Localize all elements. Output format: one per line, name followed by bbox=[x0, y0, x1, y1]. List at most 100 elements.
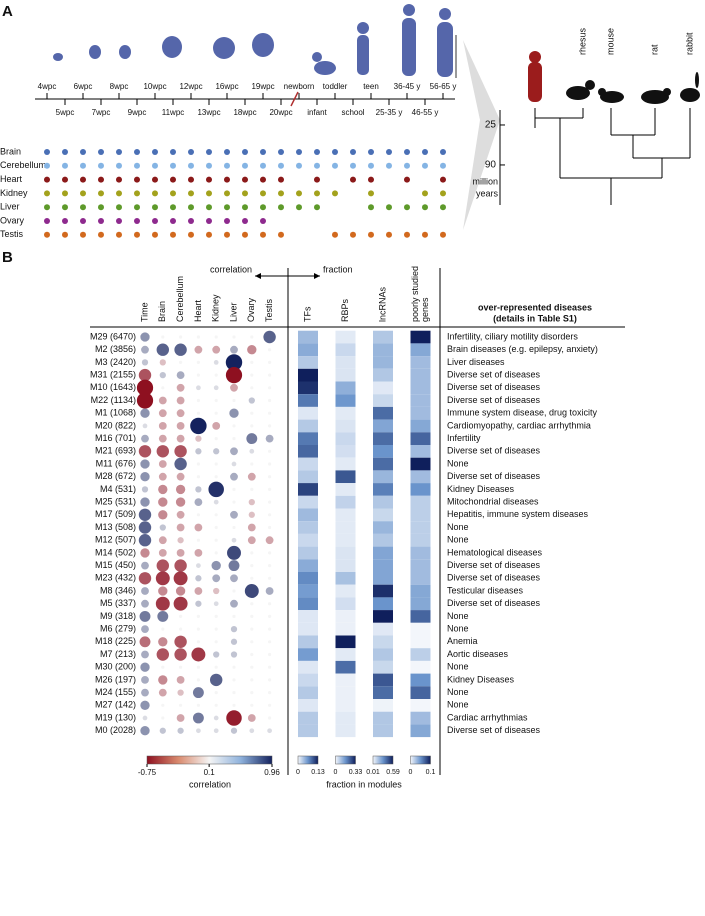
tissue-label: Brain bbox=[0, 146, 21, 156]
sample-dot bbox=[278, 204, 284, 211]
sample-dot bbox=[98, 190, 104, 197]
species-label: rabbit bbox=[684, 32, 694, 55]
correlation-bubble bbox=[192, 712, 204, 724]
fraction-cell bbox=[410, 508, 431, 522]
stage-label: 8wpc bbox=[110, 82, 129, 91]
fraction-cell bbox=[410, 622, 431, 636]
correlation-bubble bbox=[196, 360, 200, 364]
fraction-cell bbox=[298, 610, 318, 623]
correlation-bubble bbox=[158, 586, 168, 596]
fraction-legend-tick: 0.01 bbox=[366, 769, 380, 776]
correlation-bubble bbox=[212, 574, 221, 583]
correlation-bubble bbox=[214, 462, 218, 466]
correlation-bubble bbox=[225, 366, 243, 384]
correlation-bubble bbox=[232, 665, 236, 669]
correlation-bubble bbox=[140, 459, 150, 469]
correlation-bubble bbox=[196, 335, 200, 339]
correlation-bubble bbox=[177, 537, 184, 544]
fraction-cell bbox=[335, 686, 356, 699]
module-label: M23 (432) bbox=[95, 573, 136, 583]
correlation-bubble bbox=[213, 715, 219, 721]
correlation-bubble bbox=[230, 510, 238, 519]
fraction-legend-tick: 0 bbox=[334, 769, 338, 776]
disease-label: None bbox=[447, 611, 469, 621]
sample-dot bbox=[242, 190, 248, 197]
correlation-bubble bbox=[158, 484, 168, 495]
correlation-bubble bbox=[250, 386, 254, 390]
correlation-bubble bbox=[179, 703, 183, 707]
fraction-cell bbox=[298, 559, 318, 572]
sample-dot bbox=[368, 149, 374, 155]
correlation-bubble bbox=[247, 523, 256, 532]
fraction-cell bbox=[373, 356, 393, 369]
arrow-head bbox=[314, 273, 320, 279]
disease-label: Hepatitis, immune system diseases bbox=[447, 509, 589, 519]
fraction-cell bbox=[410, 635, 431, 649]
sample-dot bbox=[206, 231, 212, 238]
correlation-bubble bbox=[156, 343, 170, 356]
colorbar-label: correlation bbox=[189, 779, 231, 789]
sample-dot bbox=[422, 190, 428, 197]
sample-dot bbox=[188, 149, 194, 155]
correlation-bubble bbox=[213, 728, 219, 734]
correlation-bubble bbox=[158, 548, 167, 557]
correlation-bubble bbox=[232, 589, 236, 593]
sample-dot bbox=[152, 162, 158, 169]
fraction-cell bbox=[335, 368, 356, 382]
sample-dot bbox=[170, 176, 176, 183]
fraction-cell bbox=[373, 533, 393, 547]
sample-dot bbox=[80, 149, 86, 155]
stage-label: 56-65 y bbox=[430, 82, 457, 91]
sample-dot bbox=[80, 190, 86, 197]
fraction-cell bbox=[410, 610, 431, 623]
tissue-label: Ovary bbox=[0, 215, 25, 225]
fraction-cell bbox=[410, 559, 431, 572]
fraction-cell bbox=[410, 368, 431, 382]
panel-label: A bbox=[2, 3, 13, 20]
sample-dot bbox=[152, 204, 158, 211]
correlation-bubble bbox=[138, 521, 152, 534]
sample-dot bbox=[188, 231, 194, 238]
disease-label: Diverse set of diseases bbox=[447, 369, 541, 379]
column-header: poorly studied bbox=[410, 266, 420, 322]
sample-dot bbox=[44, 204, 50, 211]
correlation-bubble bbox=[213, 448, 220, 455]
correlation-bubble bbox=[250, 424, 254, 428]
module-label: M14 (502) bbox=[95, 547, 136, 557]
disease-label: Infertility bbox=[447, 433, 481, 443]
sample-dot bbox=[80, 231, 86, 238]
fraction-cell bbox=[373, 597, 393, 611]
correlation-bubble bbox=[196, 538, 200, 542]
fraction-cell bbox=[298, 368, 318, 382]
disease-label: None bbox=[447, 700, 469, 710]
sample-dot bbox=[116, 218, 122, 224]
module-label: M4 (531) bbox=[100, 484, 136, 494]
sample-dot bbox=[278, 176, 284, 183]
disease-label: None bbox=[447, 662, 469, 672]
sample-dot bbox=[152, 176, 158, 183]
disease-label: Testicular diseases bbox=[447, 585, 524, 595]
correlation-bubble bbox=[156, 445, 170, 458]
correlation-bubble bbox=[268, 576, 272, 580]
disease-label: Immune system disease, drug toxicity bbox=[447, 408, 598, 418]
disease-label: Diverse set of diseases bbox=[447, 446, 541, 456]
sample-dot bbox=[224, 190, 230, 197]
correlation-bubble bbox=[139, 610, 151, 622]
fraction-cell bbox=[335, 432, 356, 445]
fraction-cell bbox=[410, 343, 431, 357]
correlation-bubble bbox=[136, 392, 154, 409]
correlation-bubble bbox=[268, 614, 272, 619]
time-axis-label: million bbox=[472, 176, 498, 186]
fraction-legend-bar bbox=[335, 755, 356, 765]
fraction-cell bbox=[410, 406, 431, 420]
sample-dot bbox=[260, 162, 266, 169]
sample-dot bbox=[188, 204, 194, 211]
sample-dot bbox=[422, 231, 428, 238]
correlation-bubble bbox=[196, 385, 201, 391]
fraction-cell bbox=[410, 686, 431, 699]
fraction-cell bbox=[410, 330, 431, 344]
correlation-bubble bbox=[161, 335, 165, 339]
module-label: M20 (822) bbox=[95, 420, 136, 430]
fraction-cell bbox=[298, 483, 318, 496]
correlation-bubble bbox=[250, 462, 254, 466]
